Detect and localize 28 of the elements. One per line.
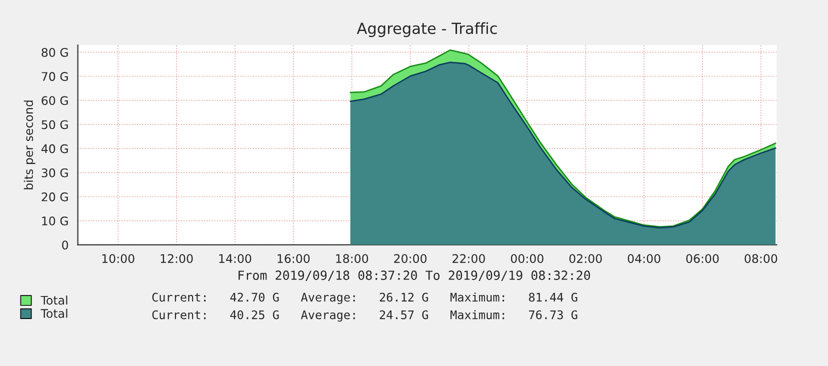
y-tick-label: 50 G [42,120,68,130]
y-tick-label: 80 G [42,48,68,57]
x-tick-label: 14:00 [219,254,252,264]
x-tick-label: 22:00 [452,254,485,264]
text: Current: 42.70 G Average: 26.12 G Maximum: 81.44 G [152,292,578,304]
x-tick-label: 08:00 [744,254,778,264]
text: Current: 40.25 G Average: 24.57 G Maximum: 76.73 G [152,310,578,322]
x-tick-label: 12:00 [160,254,193,264]
legend-label: Total [40,296,68,305]
x-tick-label: 18:00 [336,254,368,264]
x-tick-label: 06:00 [686,254,719,264]
x-tick-label: 16:00 [278,254,310,264]
y-tick-label: 0 [62,240,68,250]
x-tick-label: 10:00 [102,254,134,264]
x-tick-label: 20:00 [394,254,427,264]
x-tick-label: 02:00 [569,254,602,264]
text: From 2019/09/18 08:37:20 To 2019/09/19 08:32:20 [238,270,590,281]
y-tick-label: 20 G [42,192,68,202]
y-tick-label: 10 G [42,216,68,226]
x-tick-label: 04:00 [628,254,660,264]
y-tick-label: 30 G [42,168,68,178]
legend-label: Total [40,308,68,318]
chart-title: Aggregate - Traffic [356,22,497,38]
y-tick-label: 60 G [42,96,68,106]
x-tick-label: 00:00 [510,254,544,264]
y-axis-title: bits per second [24,100,36,190]
y-tick-label: 70 G [42,72,68,81]
y-tick-label: 40 G [41,144,68,154]
